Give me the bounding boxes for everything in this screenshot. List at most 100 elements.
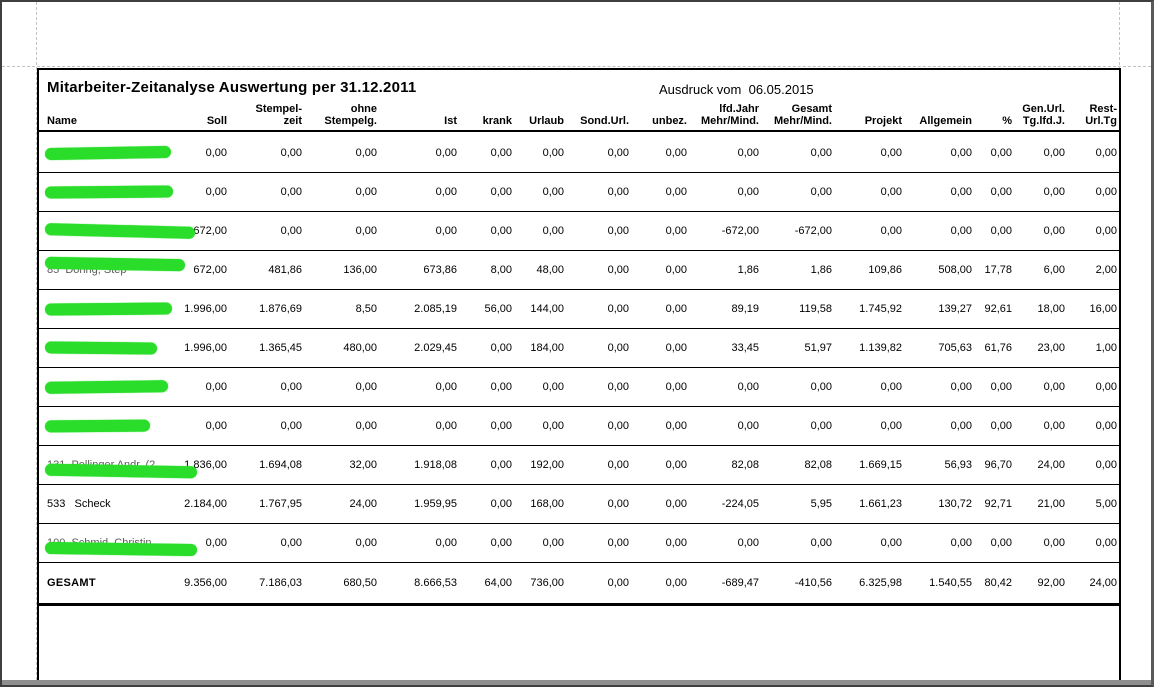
table-row: 533 Scheck 2.184,00 1.767,95 24,00 1.959,95 0… xyxy=(39,485,1119,524)
value-cell: 184,00 xyxy=(530,342,564,354)
value-cell: 0,00 xyxy=(490,147,512,159)
report-page: Mitarbeiter-Zeitanalyse Auswertung per 3… xyxy=(37,68,1121,685)
value-cell: 0,00 xyxy=(542,147,564,159)
value-cell: 0,00 xyxy=(355,537,377,549)
value-cell: 508,00 xyxy=(938,264,972,276)
value-cell: 0,00 xyxy=(607,186,629,198)
redaction-marker xyxy=(44,223,196,239)
value-cell: 0,00 xyxy=(665,147,687,159)
value-cell: 0,00 xyxy=(355,147,377,159)
col-header-stempelzeit: Stempel- zeit xyxy=(255,103,302,127)
name-cell xyxy=(44,173,174,211)
redaction-marker xyxy=(44,341,158,355)
value-cell: 0,00 xyxy=(607,498,629,510)
value-cell: 0,00 xyxy=(737,147,759,159)
value-cell: 0,00 xyxy=(665,264,687,276)
value-cell: 1.918,08 xyxy=(414,459,457,471)
value-cell: 0,00 xyxy=(665,186,687,198)
value-cell: 0,00 xyxy=(1095,147,1117,159)
value-cell: 0,00 xyxy=(490,498,512,510)
name-cell xyxy=(44,407,157,445)
value-cell: 0,00 xyxy=(1043,420,1065,432)
value-cell: -672,00 xyxy=(794,225,832,237)
value-cell: 1.365,45 xyxy=(259,342,302,354)
value-cell: 51,97 xyxy=(804,342,832,354)
value-cell: 2.184,00 xyxy=(184,498,227,510)
value-cell: 5,95 xyxy=(810,498,832,510)
table-row: 0,00 0,00 0,00 0,00 0,00 0,00 0,00 0,00 0,00 0,00… xyxy=(39,134,1119,173)
value-cell: 0,00 xyxy=(607,459,629,471)
value-cell: 2.029,45 xyxy=(414,342,457,354)
value-cell: 0,00 xyxy=(880,225,902,237)
redaction-marker xyxy=(44,256,186,272)
value-cell: 672,00 xyxy=(193,264,227,276)
value-cell: 82,08 xyxy=(731,459,759,471)
value-cell: 61,76 xyxy=(984,342,1012,354)
col-header-krank: krank xyxy=(482,115,512,127)
value-cell: 0,00 xyxy=(950,381,972,393)
value-cell: 0,00 xyxy=(435,537,457,549)
name-cell xyxy=(44,134,172,172)
value-cell: 0,00 xyxy=(435,147,457,159)
col-header-soll: Soll xyxy=(206,115,227,127)
value-cell: 480,00 xyxy=(343,342,377,354)
col-header-rest-url: Rest- Url.Tg xyxy=(1085,103,1117,127)
value-cell: 705,63 xyxy=(938,342,972,354)
redaction-marker xyxy=(44,380,169,394)
value-cell: 1,86 xyxy=(810,264,832,276)
value-cell: 0,00 xyxy=(542,381,564,393)
value-cell: 0,00 xyxy=(880,147,902,159)
value-cell: 0,00 xyxy=(880,537,902,549)
table-row: 100 Schmid, Christin 0,00 0,00 0,00 0,00 0,00… xyxy=(39,524,1119,563)
redaction-marker xyxy=(44,419,151,433)
redaction-marker xyxy=(44,302,173,316)
value-cell: 0,00 xyxy=(355,225,377,237)
value-cell: 1,00 xyxy=(1095,342,1117,354)
col-header-gen-url: Gen.Url. Tg.lfd.J. xyxy=(1022,103,1065,127)
col-header-ohne-stempelg: ohne Stempelg. xyxy=(324,103,377,127)
table-row: 1.996,00 1.876,69 8,50 2.085,19 56,00 144,00 0… xyxy=(39,290,1119,329)
total-row: GESAMT 9.356,00 7.186,03 680,50 8.666,53 64,0… xyxy=(39,563,1119,606)
value-cell: 6.325,98 xyxy=(859,577,902,589)
col-header-allgemein: Allgemein xyxy=(919,115,972,127)
value-cell: 168,00 xyxy=(530,498,564,510)
value-cell: 1.996,00 xyxy=(184,342,227,354)
value-cell: 0,00 xyxy=(665,342,687,354)
value-cell: 0,00 xyxy=(737,537,759,549)
value-cell: 0,00 xyxy=(737,381,759,393)
value-cell: 0,00 xyxy=(490,420,512,432)
value-cell: 0,00 xyxy=(810,186,832,198)
value-cell: 0,00 xyxy=(490,342,512,354)
value-cell: 192,00 xyxy=(530,459,564,471)
value-cell: 0,00 xyxy=(1095,225,1117,237)
redaction-marker xyxy=(44,145,172,161)
value-cell: 6,00 xyxy=(1043,264,1065,276)
value-cell: 0,00 xyxy=(990,537,1012,549)
value-cell: -410,56 xyxy=(794,577,832,589)
value-cell: 0,00 xyxy=(665,303,687,315)
value-cell: 0,00 xyxy=(607,537,629,549)
col-header-urlaub: Urlaub xyxy=(529,115,564,127)
value-cell: 17,78 xyxy=(984,264,1012,276)
value-cell: 0,00 xyxy=(737,420,759,432)
col-header-ist: Ist xyxy=(444,115,457,127)
value-cell: 0,00 xyxy=(435,186,457,198)
value-cell: 736,00 xyxy=(530,577,564,589)
name-cell: 533 Scheck xyxy=(47,485,157,523)
value-cell: 136,00 xyxy=(343,264,377,276)
value-cell: 672,00 xyxy=(193,225,227,237)
value-cell: 56,00 xyxy=(484,303,512,315)
value-cell: 0,00 xyxy=(205,147,227,159)
value-cell: 0,00 xyxy=(990,420,1012,432)
value-cell: 0,00 xyxy=(607,264,629,276)
name-cell: 131 Pellinger Andr. (2 xyxy=(44,446,198,484)
table-row: 85 Döring, Step 672,00 481,86 136,00 673,86 8… xyxy=(39,251,1119,290)
value-cell: 109,86 xyxy=(868,264,902,276)
employee-name: 533 Scheck xyxy=(47,498,111,510)
value-cell: 1.540,55 xyxy=(929,577,972,589)
value-cell: 0,00 xyxy=(205,420,227,432)
value-cell: 0,00 xyxy=(607,381,629,393)
value-cell: 0,00 xyxy=(990,225,1012,237)
value-cell: 139,27 xyxy=(938,303,972,315)
value-cell: 0,00 xyxy=(1043,537,1065,549)
